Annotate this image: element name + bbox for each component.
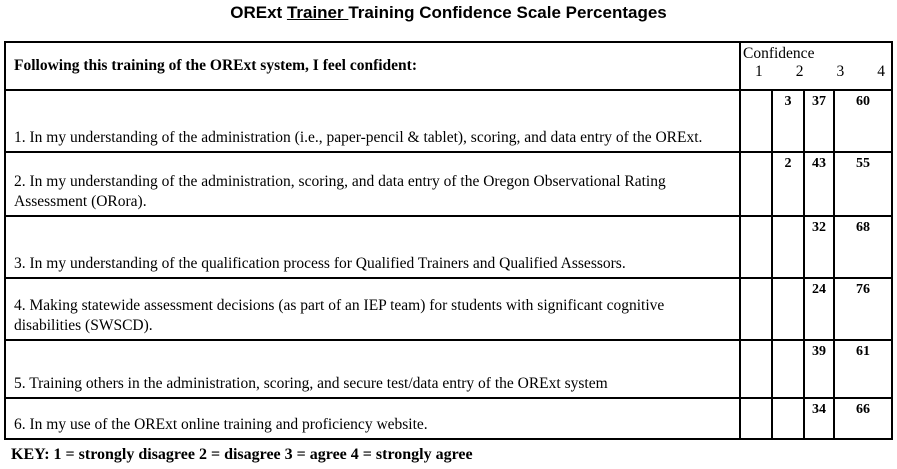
question-cell: 1. In my understanding of the administra… <box>4 89 741 153</box>
value-cell-3: 32 <box>803 215 835 279</box>
value-cell-4: 55 <box>832 151 894 217</box>
confidence-scale: 1 2 3 4 <box>741 63 891 81</box>
scale-3: 3 <box>836 63 845 80</box>
value-cell-1 <box>739 339 773 399</box>
question-cell: 4. Making statewide assessment decisions… <box>4 277 741 341</box>
value-cell-4: 60 <box>832 89 894 153</box>
table-row: 6. In my use of the ORExt online trainin… <box>4 397 894 440</box>
value-cell-4: 68 <box>832 215 894 279</box>
value-cell-3: 34 <box>803 397 835 440</box>
confidence-header: Confidence 1 2 3 4 <box>738 41 894 91</box>
value-cell-4: 66 <box>832 397 894 440</box>
scale-4: 4 <box>877 63 885 80</box>
title-part-1: ORExt <box>230 3 287 22</box>
value-cell-1 <box>739 215 773 279</box>
confidence-table: Following this training of the ORExt sys… <box>4 41 894 440</box>
value-cell-3: 43 <box>803 151 835 217</box>
table-row: 3. In my understanding of the qualificat… <box>4 215 894 279</box>
value-cell-3: 37 <box>803 89 835 153</box>
question-cell: 5. Training others in the administration… <box>4 339 741 399</box>
value-cell-2: 2 <box>771 151 805 217</box>
value-cell-3: 24 <box>803 277 835 341</box>
scale-1: 1 <box>755 63 763 80</box>
table-row: 5. Training others in the administration… <box>4 339 894 399</box>
table-header-question: Following this training of the ORExt sys… <box>4 41 741 91</box>
value-cell-4: 61 <box>832 339 894 399</box>
scale-2: 2 <box>795 63 804 80</box>
value-cell-1 <box>739 397 773 440</box>
value-cell-1 <box>739 277 773 341</box>
confidence-label: Confidence <box>743 45 815 62</box>
value-cell-2: 3 <box>771 89 805 153</box>
value-cell-2 <box>771 215 805 279</box>
question-cell: 3. In my understanding of the qualificat… <box>4 215 741 279</box>
value-cell-2 <box>771 397 805 440</box>
scale-key: KEY: 1 = strongly disagree 2 = disagree … <box>11 446 473 463</box>
question-cell: 2. In my understanding of the administra… <box>4 151 741 217</box>
page-title: ORExt Trainer Training Confidence Scale … <box>0 0 897 25</box>
title-underlined-word: Trainer <box>286 3 349 22</box>
title-part-2: Training Confidence Scale Percentages <box>348 3 667 22</box>
table-row: 2. In my understanding of the administra… <box>4 151 894 217</box>
value-cell-2 <box>771 277 805 341</box>
value-cell-2 <box>771 339 805 399</box>
value-cell-4: 76 <box>832 277 894 341</box>
question-cell: 6. In my use of the ORExt online trainin… <box>4 397 741 440</box>
value-cell-1 <box>739 89 773 153</box>
table-row: 1. In my understanding of the administra… <box>4 89 894 153</box>
value-cell-3: 39 <box>803 339 835 399</box>
value-cell-1 <box>739 151 773 217</box>
table-row: 4. Making statewide assessment decisions… <box>4 277 894 341</box>
